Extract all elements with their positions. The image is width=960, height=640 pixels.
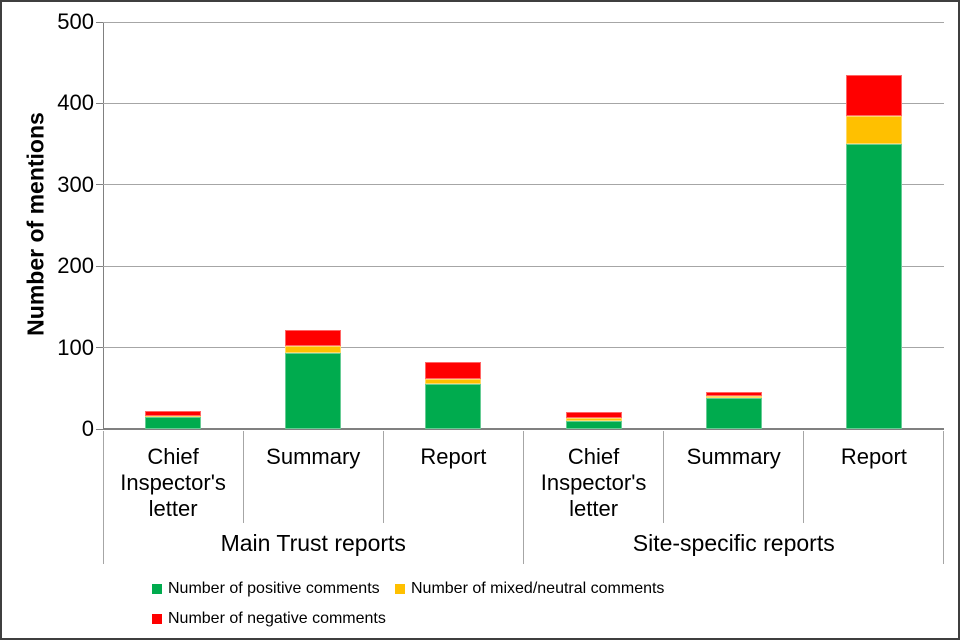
- y-tickmark-200: [96, 265, 103, 267]
- y-tickmark-0: [96, 428, 103, 430]
- y-tick-label-200: 200: [57, 253, 94, 279]
- category-label-5: Summary: [686, 444, 781, 469]
- legend-item-negative: Number of negative comments: [152, 610, 386, 628]
- bar-6-segment-mixed_neutral: [845, 115, 902, 145]
- legend-item-mixed-neutral: Number of mixed/neutral comments: [395, 580, 664, 598]
- gridline-500: [103, 21, 944, 23]
- gridline-300: [103, 184, 944, 186]
- x-axis-line: [103, 428, 944, 430]
- bar-4-segment-negative: [565, 411, 622, 418]
- category-label-6: Report: [840, 444, 907, 469]
- y-tick-label-500: 500: [57, 9, 94, 34]
- category-label-1: Chief Inspector's letter: [120, 444, 226, 521]
- y-axis-line: [103, 22, 104, 429]
- gridline-400: [103, 102, 944, 104]
- legend-swatch-positive-icon: [152, 584, 162, 594]
- y-tickmark-400: [96, 102, 103, 104]
- bar-5-segment-mixed_neutral: [705, 396, 762, 399]
- gridline-200: [103, 265, 944, 267]
- bar-6-segment-negative: [845, 74, 902, 116]
- bar-4-segment-mixed_neutral: [565, 417, 622, 421]
- bar-2-segment-positive: [285, 353, 342, 429]
- bar-5-segment-positive: [705, 398, 762, 429]
- bar-1-segment-positive: [145, 416, 202, 429]
- legend-swatch-mixed-neutral-icon: [395, 584, 405, 594]
- y-tickmark-100: [96, 347, 103, 349]
- legend-item-positive: Number of positive comments: [152, 580, 380, 598]
- y-tick-label-300: 300: [57, 171, 94, 197]
- bar-1-segment-negative: [145, 411, 202, 416]
- x-axis-group-labels: Main Trust reports Site-specific reports: [103, 523, 944, 564]
- y-tick-label-100: 100: [57, 334, 94, 360]
- group-label-site-specific-reports: Site-specific reports: [632, 530, 835, 556]
- bar-3-segment-negative: [425, 362, 482, 379]
- group-label-main-trust-reports: Main Trust reports: [220, 530, 406, 556]
- bar-4-segment-positive: [565, 420, 622, 429]
- y-tickmark-500: [96, 21, 103, 23]
- bar-3-segment-mixed_neutral: [425, 378, 482, 385]
- y-tick-label-0: 0: [81, 416, 94, 441]
- bar-1-segment-mixed_neutral: [145, 415, 202, 417]
- x-axis-category-labels: Chief Inspector's letter Summary Report Chi…: [103, 431, 944, 523]
- bar-5-segment-negative: [705, 392, 762, 397]
- legend-label-positive: Number of positive comments: [168, 580, 380, 597]
- bar-3-segment-positive: [425, 384, 482, 429]
- y-tick-label-400: 400: [57, 90, 94, 116]
- bar-2-segment-mixed_neutral: [285, 346, 342, 354]
- gridline-100: [103, 347, 944, 349]
- y-axis-tick-labels: 0 100 200 300 400 500: [2, 9, 94, 441]
- legend-label-negative: Number of negative comments: [168, 610, 386, 627]
- y-tickmark-300: [96, 184, 103, 186]
- category-label-2: Summary: [266, 444, 361, 469]
- legend-swatch-negative-icon: [152, 614, 162, 624]
- bar-2-segment-negative: [285, 329, 342, 346]
- category-label-3: Report: [420, 444, 487, 469]
- legend-label-mixed-neutral: Number of mixed/neutral comments: [411, 580, 665, 597]
- bar-6-segment-positive: [845, 144, 902, 429]
- category-label-4: Chief Inspector's letter: [540, 444, 647, 521]
- plot-area: [96, 21, 944, 430]
